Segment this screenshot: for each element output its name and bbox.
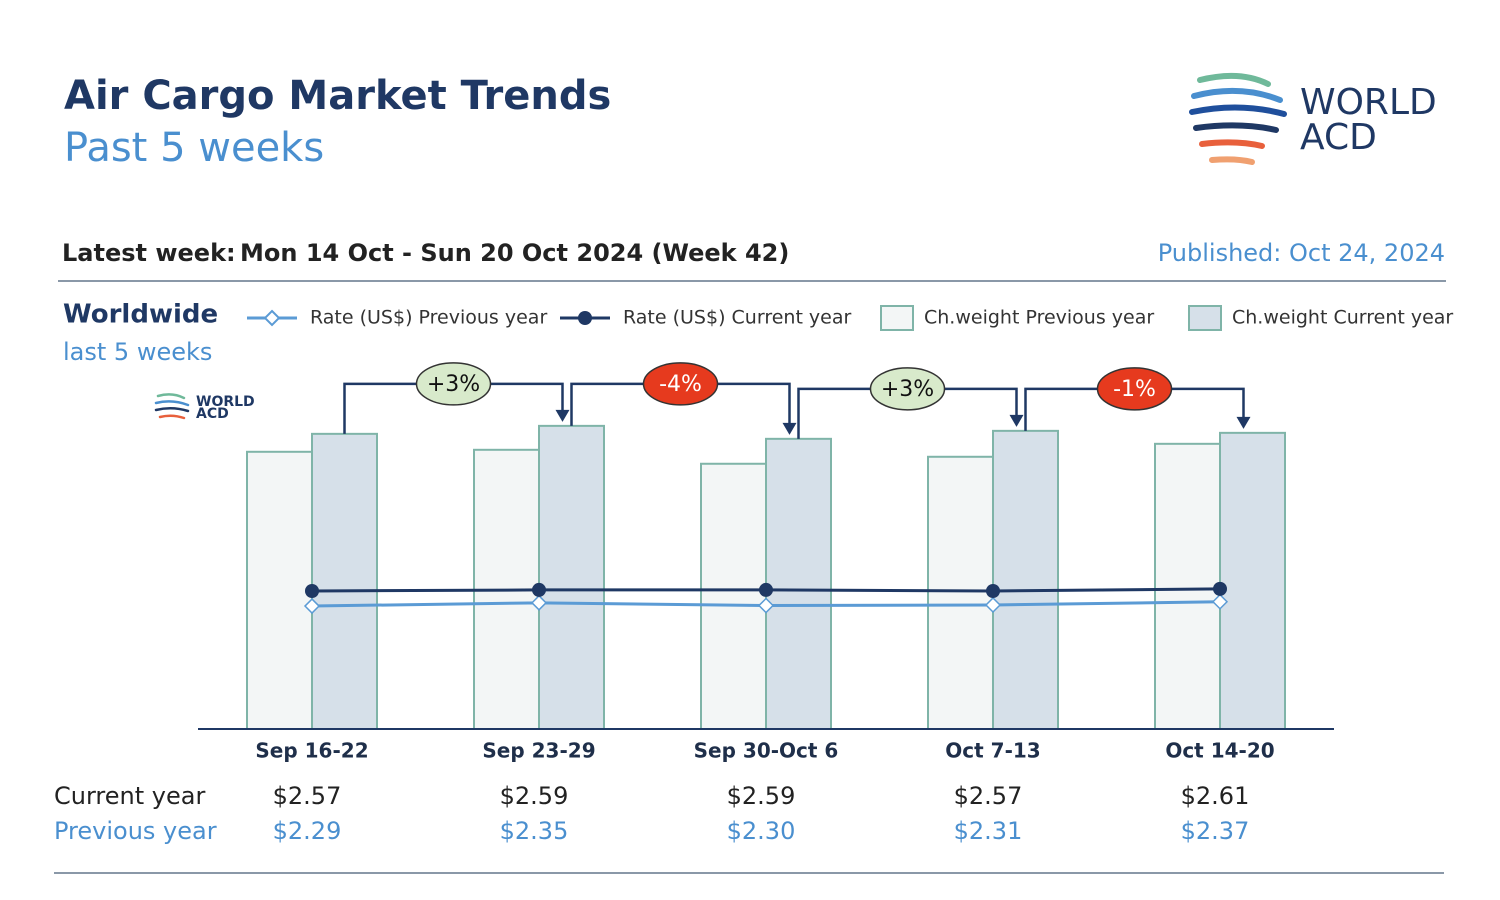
legend-label: Rate (US$) Current year — [623, 307, 852, 329]
arrow-head — [782, 422, 797, 435]
table-value: $2.61 — [1181, 782, 1250, 810]
table-value: $2.59 — [500, 782, 569, 810]
table-row-label: Current year — [54, 782, 205, 810]
table-value: $2.57 — [273, 782, 342, 810]
rate-marker — [986, 584, 1000, 599]
rate-marker — [305, 584, 319, 599]
logo-mark — [1189, 72, 1287, 165]
small-logo — [154, 393, 190, 420]
bar — [1154, 442, 1221, 730]
rate-marker — [532, 582, 546, 597]
table-value: $2.30 — [727, 817, 796, 845]
table-value: $2.29 — [273, 817, 342, 845]
chart-title: Worldwide — [63, 300, 218, 330]
change-label: +3% — [427, 372, 480, 397]
latest-value: Mon 14 Oct - Sun 20 Oct 2024 (Week 42) — [240, 239, 789, 267]
x-tick-label: Sep 30-Oct 6 — [694, 739, 839, 763]
rate-marker — [757, 597, 775, 614]
subtitle: Past 5 weeks — [64, 125, 324, 171]
change-label: -4% — [659, 372, 702, 397]
table-value: $2.35 — [500, 817, 569, 845]
change-badge — [415, 362, 492, 406]
bar — [538, 424, 605, 730]
x-tick-label: Sep 23-29 — [482, 739, 595, 763]
bar — [765, 437, 832, 730]
x-tick-label: Sep 16-22 — [255, 739, 368, 763]
title: Air Cargo Market Trends — [64, 73, 611, 119]
bar — [246, 450, 313, 730]
change-label: +3% — [881, 377, 934, 402]
rate-marker — [303, 597, 321, 615]
rate-marker — [759, 582, 773, 597]
legend-label: Rate (US$) Previous year — [310, 307, 547, 329]
x-tick-label: Oct 7-13 — [945, 739, 1040, 763]
small-logo-text: ACD — [196, 406, 229, 422]
legend-marker — [263, 309, 281, 327]
table-value: $2.37 — [1181, 817, 1250, 845]
x-tick-label: Oct 14-20 — [1165, 739, 1274, 763]
bar — [700, 462, 767, 730]
legend-label: Ch.weight Previous year — [924, 307, 1154, 329]
change-badge — [642, 362, 719, 406]
bar — [1219, 431, 1286, 730]
change-badge — [1096, 367, 1173, 411]
rate-marker — [1213, 581, 1227, 596]
table-value: $2.59 — [727, 782, 796, 810]
legend-swatch — [880, 305, 914, 331]
latest-label: Latest week: — [62, 239, 236, 267]
logo-text: WORLD — [1300, 82, 1437, 123]
chart-subtitle: last 5 weeks — [63, 338, 212, 366]
rate-marker — [1211, 593, 1229, 610]
table-value: $2.57 — [954, 782, 1023, 810]
arrow-head — [1009, 414, 1024, 427]
legend-label: Ch.weight Current year — [1232, 307, 1453, 329]
logo-text: ACD — [1300, 117, 1377, 158]
bar — [311, 432, 378, 730]
table-row-label: Previous year — [54, 817, 217, 845]
change-label: -1% — [1113, 377, 1156, 402]
rate-marker — [984, 596, 1002, 614]
table-value: $2.31 — [954, 817, 1023, 845]
rate-marker — [530, 594, 548, 611]
bar — [927, 455, 994, 730]
published: Published: Oct 24, 2024 — [1158, 239, 1445, 267]
change-badge — [869, 367, 946, 411]
arrow-head — [1236, 416, 1251, 429]
legend-swatch — [1188, 305, 1222, 331]
legend-marker — [578, 311, 592, 325]
small-logo-text: WORLD — [196, 394, 255, 410]
bar — [992, 429, 1059, 730]
arrow-head — [555, 409, 570, 422]
